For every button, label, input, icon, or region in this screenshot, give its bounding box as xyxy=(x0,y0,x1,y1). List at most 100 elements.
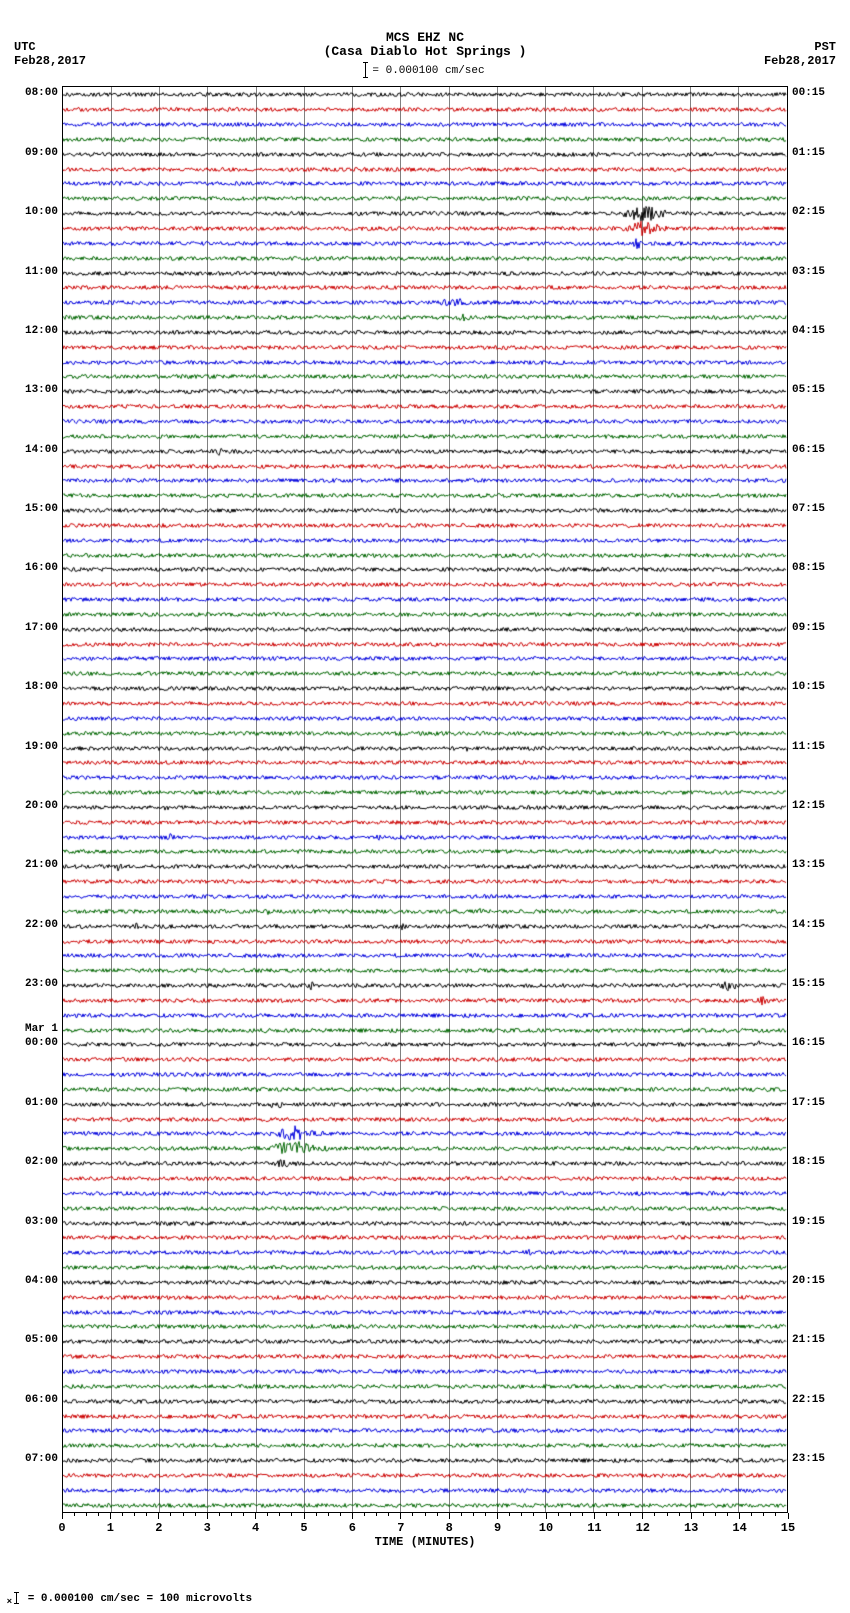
x-tick xyxy=(449,1513,450,1519)
x-axis-label: TIME (MINUTES) xyxy=(62,1535,788,1549)
x-tick-minor xyxy=(727,1513,728,1516)
x-tick-minor xyxy=(134,1513,135,1516)
time-label-utc: 02:00 xyxy=(0,1156,58,1168)
date-left: Feb28,2017 xyxy=(14,54,86,68)
time-label-pst: 03:15 xyxy=(792,266,850,278)
time-label-pst: 02:15 xyxy=(792,206,850,218)
x-tick-minor xyxy=(521,1513,522,1516)
footer-scale: × = 0.000100 cm/sec = 100 microvolts xyxy=(0,1592,252,1607)
x-tick xyxy=(207,1513,208,1519)
x-tick-minor xyxy=(74,1513,75,1516)
time-label-utc: 12:00 xyxy=(0,325,58,337)
x-tick-minor xyxy=(679,1513,680,1516)
time-label-pst: 22:15 xyxy=(792,1394,850,1406)
time-label-utc: 08:00 xyxy=(0,87,58,99)
x-tick-minor xyxy=(437,1513,438,1516)
x-axis: TIME (MINUTES) 0123456789101112131415 xyxy=(62,1513,788,1543)
x-tick-label: 3 xyxy=(204,1521,211,1535)
x-tick xyxy=(497,1513,498,1519)
x-tick-minor xyxy=(243,1513,244,1516)
x-tick xyxy=(594,1513,595,1519)
x-tick-minor xyxy=(146,1513,147,1516)
x-tick xyxy=(739,1513,740,1519)
x-tick-minor xyxy=(170,1513,171,1516)
x-tick xyxy=(110,1513,111,1519)
time-label-utc: 21:00 xyxy=(0,859,58,871)
x-tick-label: 10 xyxy=(539,1521,553,1535)
x-tick-minor xyxy=(703,1513,704,1516)
time-label-pst: 19:15 xyxy=(792,1216,850,1228)
x-tick-minor xyxy=(473,1513,474,1516)
x-tick-label: 11 xyxy=(587,1521,601,1535)
day-label: Mar 1 xyxy=(0,1023,58,1035)
tz-right: PST xyxy=(814,40,836,54)
x-tick-label: 7 xyxy=(397,1521,404,1535)
time-label-utc: 18:00 xyxy=(0,681,58,693)
x-tick xyxy=(62,1513,63,1519)
x-tick-minor xyxy=(558,1513,559,1516)
x-tick xyxy=(304,1513,305,1519)
x-tick-minor xyxy=(122,1513,123,1516)
x-tick-minor xyxy=(388,1513,389,1516)
x-tick-minor xyxy=(654,1513,655,1516)
x-tick-minor xyxy=(340,1513,341,1516)
time-label-utc: 05:00 xyxy=(0,1334,58,1346)
time-label-utc: 13:00 xyxy=(0,384,58,396)
tz-left: UTC xyxy=(14,40,36,54)
time-label-pst: 05:15 xyxy=(792,384,850,396)
time-label-pst: 17:15 xyxy=(792,1097,850,1109)
x-tick-minor xyxy=(86,1513,87,1516)
time-label-utc: 16:00 xyxy=(0,562,58,574)
time-label-utc: 19:00 xyxy=(0,741,58,753)
footer-bar-icon xyxy=(16,1592,17,1604)
x-tick-minor xyxy=(667,1513,668,1516)
time-label-pst: 08:15 xyxy=(792,562,850,574)
time-label-utc: 04:00 xyxy=(0,1275,58,1287)
scale-label: = 0.000100 cm/sec xyxy=(0,62,850,78)
time-label-pst: 04:15 xyxy=(792,325,850,337)
footer-prefix xyxy=(0,1593,7,1605)
time-label-pst: 11:15 xyxy=(792,741,850,753)
station-name: (Casa Diablo Hot Springs ) xyxy=(0,44,850,59)
x-tick-minor xyxy=(775,1513,776,1516)
time-label-pst: 23:15 xyxy=(792,1453,850,1465)
time-label-utc: 01:00 xyxy=(0,1097,58,1109)
time-label-utc: 06:00 xyxy=(0,1394,58,1406)
x-tick xyxy=(642,1513,643,1519)
x-tick-label: 14 xyxy=(732,1521,746,1535)
x-tick-minor xyxy=(291,1513,292,1516)
time-label-pst: 13:15 xyxy=(792,859,850,871)
time-label-pst: 12:15 xyxy=(792,800,850,812)
x-tick-minor xyxy=(509,1513,510,1516)
x-tick-minor xyxy=(328,1513,329,1516)
x-tick-minor xyxy=(618,1513,619,1516)
time-label-pst: 14:15 xyxy=(792,919,850,931)
x-tick-minor xyxy=(485,1513,486,1516)
x-tick-minor xyxy=(751,1513,752,1516)
x-tick xyxy=(158,1513,159,1519)
time-label-utc: 22:00 xyxy=(0,919,58,931)
time-label-pst: 20:15 xyxy=(792,1275,850,1287)
x-tick-minor xyxy=(533,1513,534,1516)
x-tick-minor xyxy=(606,1513,607,1516)
x-tick-label: 13 xyxy=(684,1521,698,1535)
time-label-utc: 23:00 xyxy=(0,978,58,990)
footer-text: = 0.000100 cm/sec = 100 microvolts xyxy=(21,1593,252,1605)
x-tick-minor xyxy=(98,1513,99,1516)
time-label-pst: 01:15 xyxy=(792,147,850,159)
x-tick-minor xyxy=(364,1513,365,1516)
time-label-utc: 11:00 xyxy=(0,266,58,278)
x-tick-minor xyxy=(425,1513,426,1516)
time-label-pst: 00:15 xyxy=(792,87,850,99)
x-tick-minor xyxy=(316,1513,317,1516)
x-tick-minor xyxy=(219,1513,220,1516)
x-tick-label: 0 xyxy=(58,1521,65,1535)
x-tick-label: 9 xyxy=(494,1521,501,1535)
time-label-utc: 07:00 xyxy=(0,1453,58,1465)
x-tick-minor xyxy=(376,1513,377,1516)
x-tick xyxy=(255,1513,256,1519)
x-tick-minor xyxy=(630,1513,631,1516)
time-label-utc: 09:00 xyxy=(0,147,58,159)
x-tick-minor xyxy=(461,1513,462,1516)
scale-bar-icon xyxy=(365,62,366,78)
